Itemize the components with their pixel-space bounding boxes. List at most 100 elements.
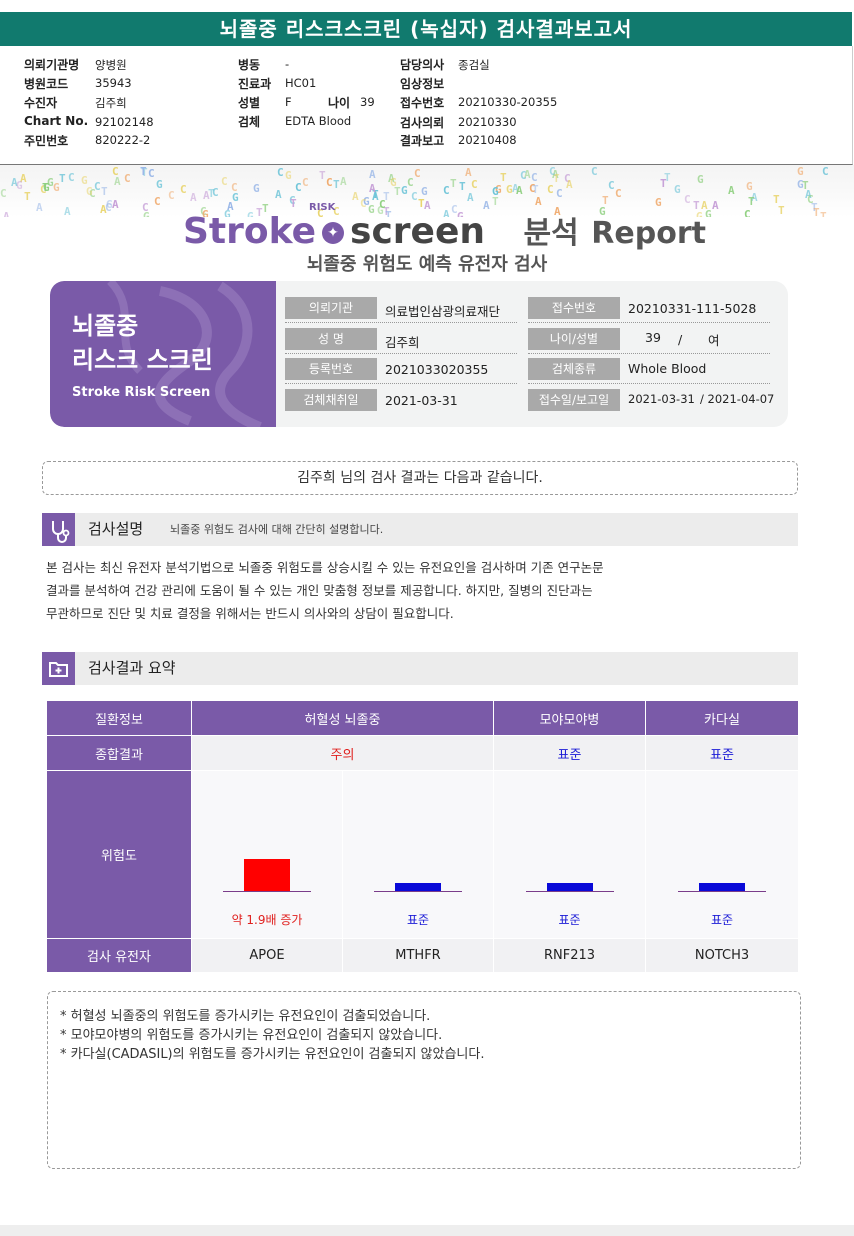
overall-result: 표준 — [493, 735, 646, 771]
section-title: 검사설명 — [88, 520, 144, 538]
risk-cell — [191, 770, 343, 939]
value-report-date: / 2021-04-07 — [700, 392, 775, 406]
dna-letter: C — [807, 193, 814, 206]
value-registration-no: 2021033020355 — [385, 362, 489, 377]
dna-letter: C — [40, 183, 47, 196]
dna-letter: C — [326, 176, 333, 189]
dna-letter: A — [535, 195, 542, 208]
dna-letter: G — [285, 169, 292, 182]
section-title: 검사결과 요약 — [88, 659, 176, 677]
dna-letter: G — [53, 181, 60, 194]
folder-plus-icon — [42, 652, 75, 685]
value-institution: 의료법인삼광의료재단 — [385, 304, 501, 319]
dna-letter: G — [368, 203, 375, 216]
value-patient: 김주희 — [95, 96, 127, 110]
value-chart-no: 92102148 — [95, 115, 154, 129]
dna-letter: C — [277, 166, 284, 179]
dna-letter: T — [660, 177, 667, 190]
dna-letter: C — [615, 187, 622, 200]
row-label-overall: 종합결과 — [46, 735, 192, 771]
description-line: 결과를 분석하여 건강 관리에 도움이 될 수 있는 개인 맞춤형 정보를 제공… — [46, 583, 593, 598]
dna-letter: T — [802, 179, 809, 192]
dna-letter: A — [227, 200, 234, 213]
divider — [528, 322, 770, 323]
value-collection-date: 2021-03-31 — [385, 393, 458, 408]
dna-letter: A — [751, 191, 758, 204]
dna-letter: T — [140, 165, 147, 178]
dna-letter: G — [202, 208, 209, 217]
risk-cell — [342, 770, 494, 939]
label-patient: 수진자 — [24, 96, 58, 110]
dna-letter: T — [492, 195, 499, 208]
dna-letter: T — [394, 185, 401, 198]
dna-letter: C — [289, 194, 296, 207]
label-collection-date: 검체채취일 — [285, 389, 377, 411]
label-specimen: 검체 — [238, 115, 261, 129]
value-age-sex-separator: / — [678, 332, 683, 347]
risk-baseline — [374, 891, 462, 892]
overall-result: 표준 — [645, 735, 799, 771]
dna-letter: C — [148, 167, 155, 180]
dna-letter: T — [290, 197, 297, 210]
dna-letter: G — [247, 210, 254, 217]
dna-letter: C — [295, 181, 302, 194]
swirl-pattern-icon — [107, 281, 262, 427]
dna-letter: T — [385, 209, 392, 217]
divider — [285, 353, 517, 354]
dna-letter: G — [106, 198, 113, 211]
dna-letter: G — [156, 178, 163, 191]
brand-screen: screen — [350, 211, 485, 252]
dna-letter: A — [805, 188, 812, 201]
brand-analysis: 분석 — [523, 216, 579, 251]
dna-letter: C — [822, 165, 829, 178]
dna-letter: G — [697, 173, 704, 186]
value-department: HC01 — [285, 76, 317, 90]
dna-letter: C — [443, 184, 450, 197]
dna-letter: A — [352, 190, 359, 203]
label-resident-no: 주민번호 — [24, 134, 69, 148]
dna-letter: C — [520, 169, 527, 182]
dna-letter: C — [212, 186, 219, 199]
label-registration-no: 등록번호 — [285, 358, 377, 380]
result-notice: 김주희 님의 검사 결과는 다음과 같습니다. — [42, 461, 798, 495]
dna-letter: G — [81, 174, 88, 187]
dna-letter: A — [11, 176, 18, 189]
dna-letter: T — [59, 172, 66, 185]
dna-letter: G — [43, 181, 50, 194]
dna-letter: G — [506, 183, 513, 196]
card-title-en: Stroke Risk Screen — [72, 385, 211, 400]
dna-letter: C — [684, 193, 691, 206]
description-line: 무관하므로 진단 및 치료 결정을 위해서는 반드시 의사와의 상담이 필요합니… — [46, 606, 454, 621]
dna-letter: C — [531, 171, 538, 184]
brand-risk: RISK — [309, 202, 336, 213]
label-result-report: 결과보고 — [400, 134, 445, 148]
dna-letter: G — [457, 210, 464, 217]
overall-result: 주의 — [191, 735, 494, 771]
label-clinical-info: 임상정보 — [400, 77, 445, 91]
value-sex: 여 — [708, 333, 720, 348]
risk-label: 표준 — [710, 913, 734, 927]
note-line: * 카다실(CADASIL)의 위험도를 증가시키는 유전요인이 검출되지 않았… — [60, 1047, 485, 1062]
dna-letter: C — [68, 171, 75, 184]
dna-letter: G — [86, 185, 93, 198]
dna-letter: A — [424, 199, 431, 212]
dna-letter: G — [143, 210, 150, 217]
dna-letter: C — [231, 181, 238, 194]
dna-letter: A — [554, 205, 561, 217]
dna-letter: T — [262, 202, 269, 215]
dna-letter: C — [407, 176, 414, 189]
label-receipt-number: 접수번호 — [528, 297, 620, 319]
dna-letter: A — [36, 201, 43, 214]
dna-letter: T — [813, 206, 820, 217]
dna-letter: C — [0, 187, 7, 200]
dna-letter: T — [42, 181, 49, 194]
risk-bar-increased — [244, 859, 290, 891]
dna-letter: A — [712, 199, 719, 212]
brand-report: Report — [591, 216, 706, 251]
risk-label: 표준 — [558, 913, 581, 927]
risk-bar-standard — [395, 883, 441, 891]
divider — [528, 383, 770, 384]
label-test-request: 검사의뢰 — [400, 116, 445, 130]
dna-letter: C — [608, 179, 615, 192]
